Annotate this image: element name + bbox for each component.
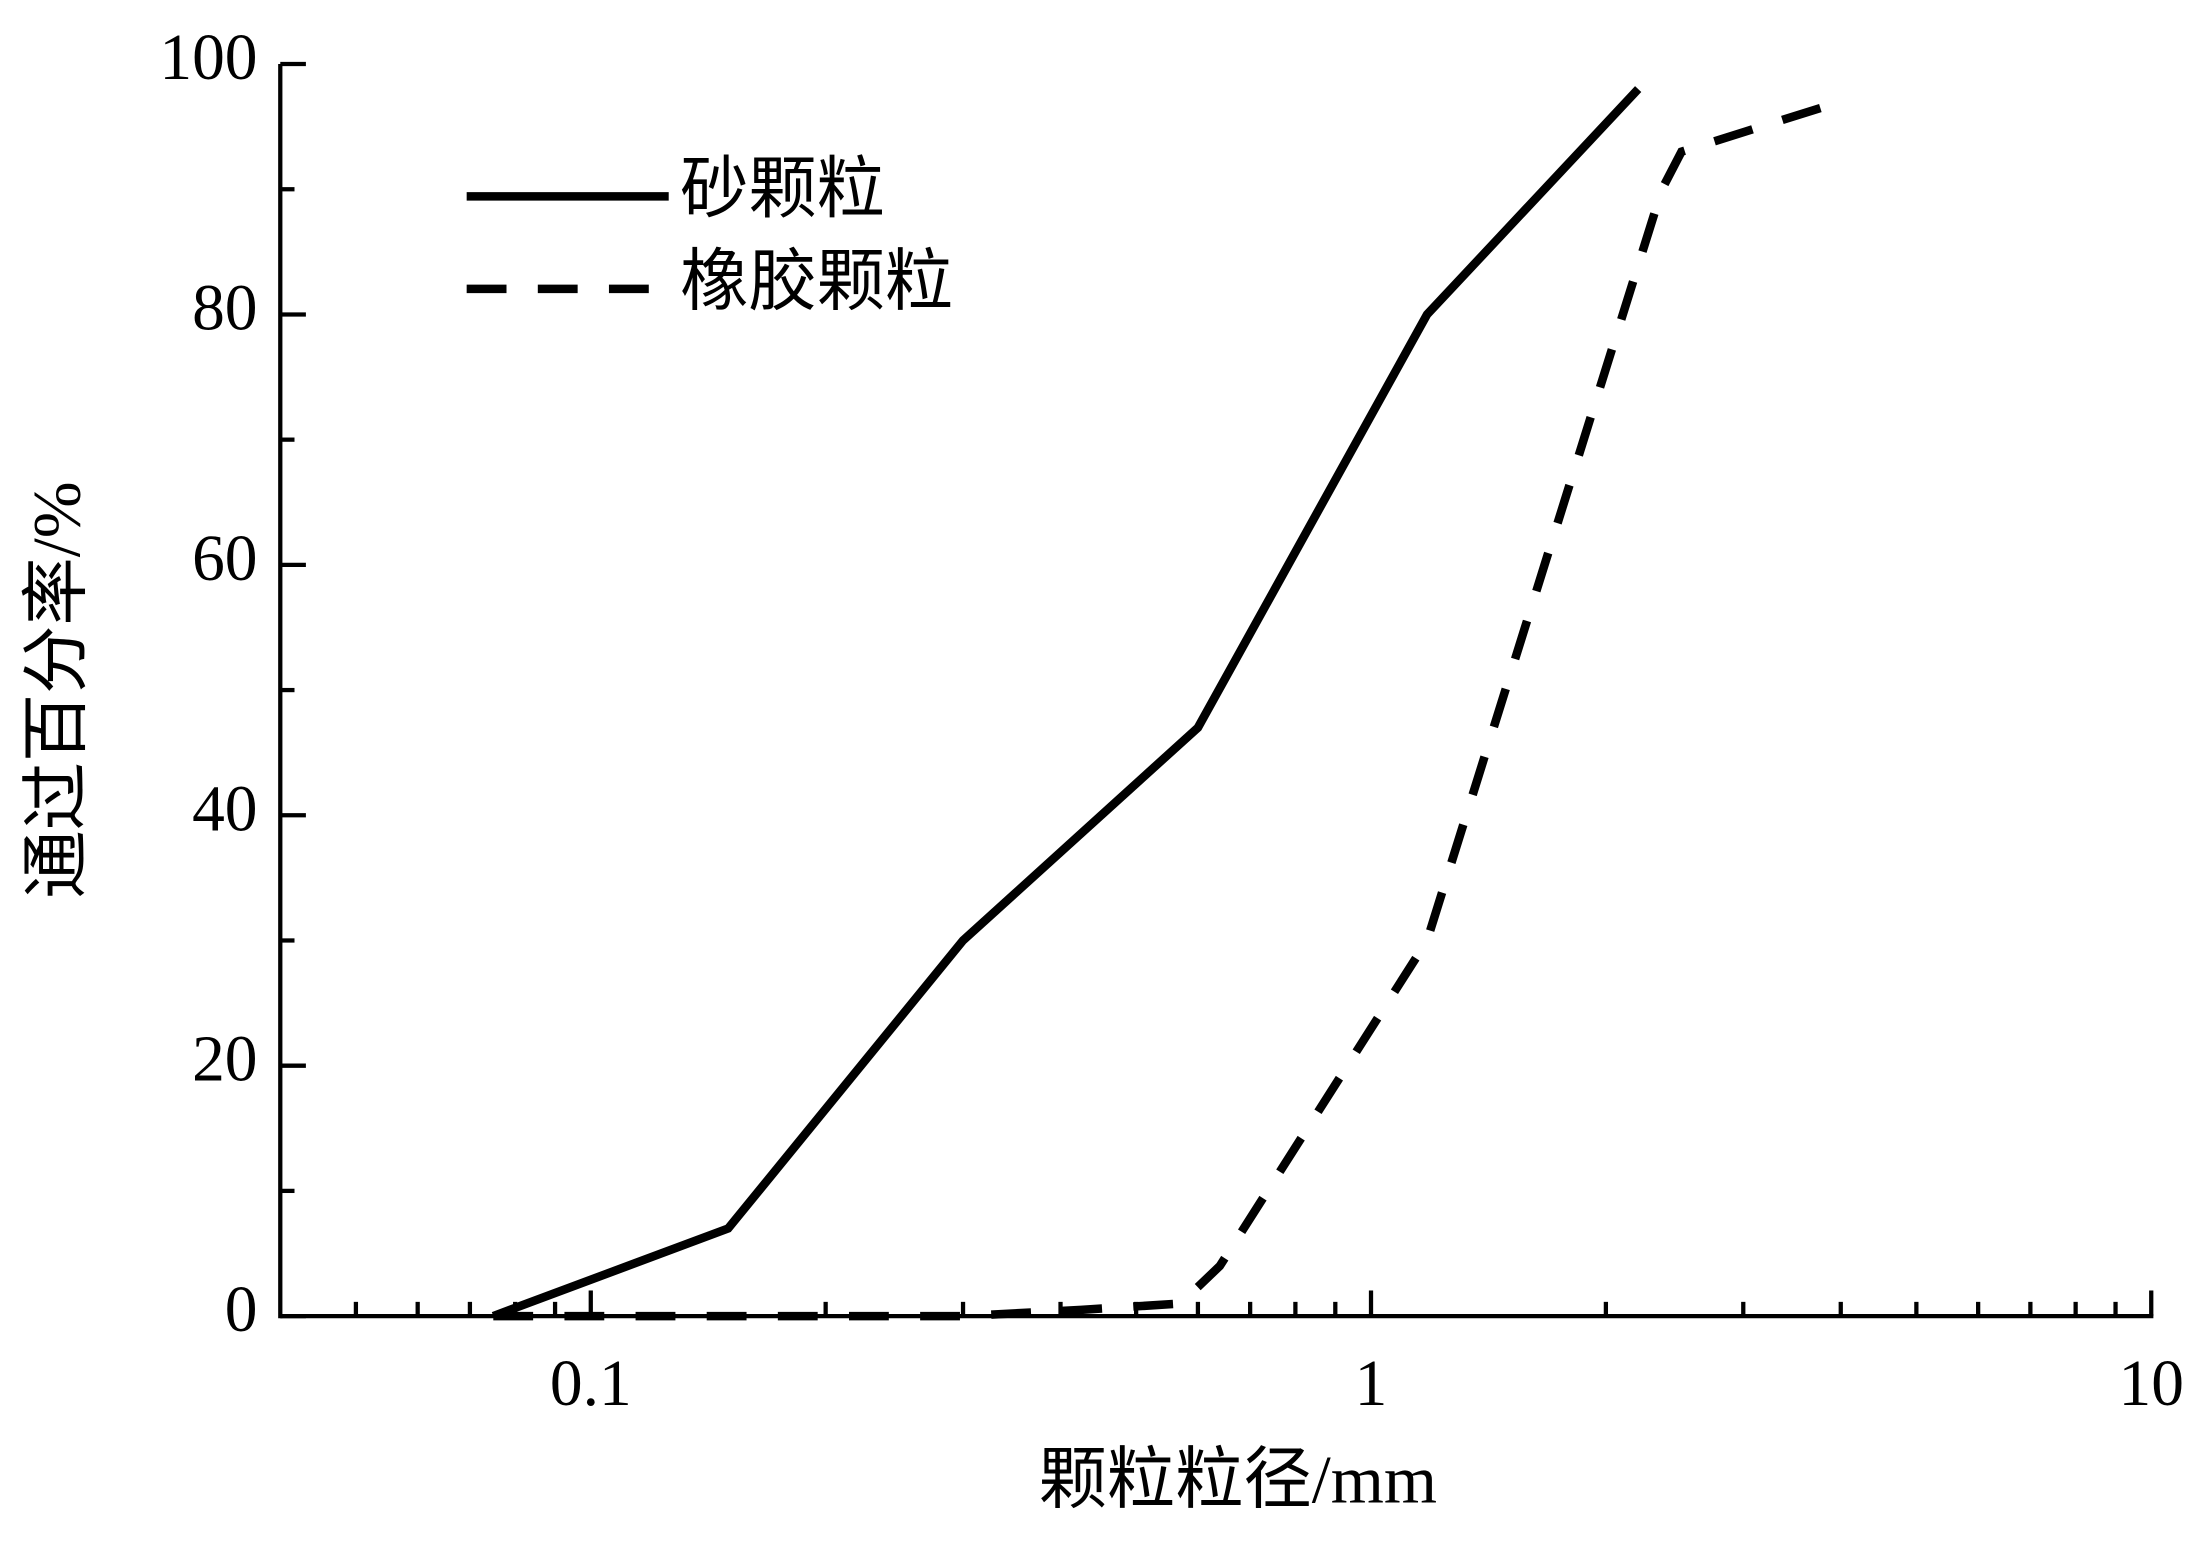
x-tick-label: 1 [1355,1348,1388,1420]
y-tick-label: 20 [192,1024,257,1096]
data-line [491,86,1642,1321]
legend-label: 橡胶颗粒 [680,244,953,320]
legend-label: 砂颗粒 [680,151,885,227]
y-tick-label: 80 [192,272,257,344]
x-tick-label: 10 [2119,1348,2184,1420]
y-tick-label: 60 [192,523,257,595]
data-line [493,97,1843,1321]
y-tick-label: 100 [159,22,257,94]
y-tick-label: 0 [225,1274,258,1346]
y-axis-label: 通过百分率/% [19,481,95,898]
y-tick-label: 40 [192,773,257,845]
x-axis-label: 颗粒粒径/mm [1039,1441,1437,1517]
x-tick-label: 0.1 [550,1348,632,1420]
